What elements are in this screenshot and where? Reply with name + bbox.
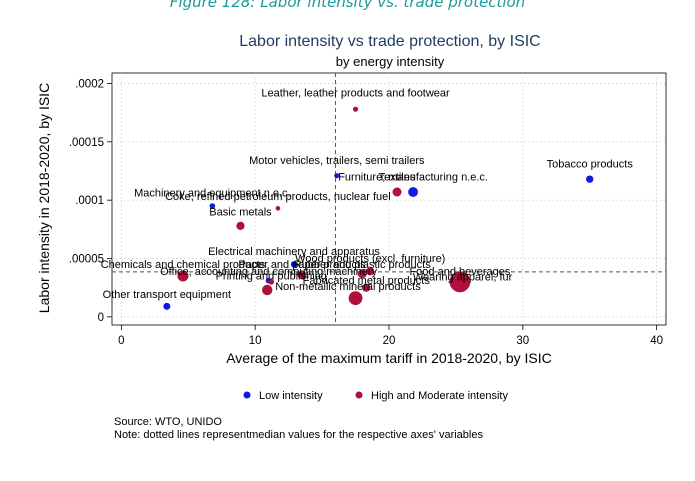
y-tick-label: 0 (98, 312, 104, 324)
legend: Low intensity High and Moderate intensit… (243, 390, 508, 402)
median-lines (112, 73, 666, 325)
point-label-1: Tobacco products (547, 159, 634, 171)
point-label-20: Other transport equipment (103, 289, 231, 301)
point-8 (290, 261, 298, 268)
y-tick-label: .00005 (69, 254, 104, 266)
point-7 (236, 221, 245, 230)
point-label-6: Coke, refined petroleum products, nuclea… (165, 191, 391, 203)
source-note: Source: WTO, UNIDO (114, 416, 222, 428)
point-label-16: Wearing apparel, fur (413, 272, 513, 284)
y-axis-label: Labor intensity in 2018-2020, by ISIC (36, 83, 52, 313)
point-18 (262, 284, 273, 296)
point-label-3: Furniture; manufacturing n.e.c. (338, 171, 488, 183)
point-10 (177, 270, 189, 282)
point-5 (209, 203, 216, 209)
y-tick-label: .00015 (69, 137, 104, 149)
point-17 (362, 283, 371, 292)
data-points (163, 106, 594, 310)
legend-marker-high (355, 391, 363, 399)
median-note: Note: dotted lines representmedian value… (114, 429, 483, 441)
point-label-9: Wood products (excl. furniture) (295, 253, 445, 265)
axes: 0 10 20 30 40 0 .00005 .0001 .00015 .0002 (69, 79, 663, 348)
point-2 (334, 173, 340, 179)
point-labels: Leather, leather products and footwear To… (101, 87, 634, 301)
legend-label-high: High and Moderate intensity (371, 390, 508, 402)
point-6 (275, 206, 281, 211)
point-20 (163, 302, 171, 310)
point-label-7: Basic metals (209, 206, 272, 218)
point-label-18: Non-metallic mineral products (275, 281, 421, 293)
point-16 (459, 280, 466, 288)
chart-subtitle: by energy intensity (336, 54, 445, 69)
point-label-12: Rubber and plastic products (294, 259, 431, 271)
x-tick-label: 30 (516, 335, 529, 347)
x-tick-label: 20 (383, 335, 396, 347)
point-9 (366, 267, 375, 276)
point-15 (268, 279, 275, 285)
figure-caption: Figure 128: Labor intensity vs. trade pr… (169, 0, 526, 11)
point-3 (408, 187, 418, 197)
x-tick-label: 10 (249, 335, 262, 347)
point-11 (297, 270, 307, 280)
point-1 (586, 175, 594, 183)
point-label-13: Food and beverages (409, 266, 510, 278)
point-label-15: Printing and publishing (216, 271, 327, 283)
x-axis-label: Average of the maximum tariff in 2018-20… (226, 350, 552, 366)
x-tick-label: 40 (650, 335, 663, 347)
point-12 (357, 269, 367, 279)
point-label-2: Motor vehicles, trailers, semi trailers (249, 155, 425, 167)
point-label-11: Paper and paper products (238, 259, 366, 271)
point-label-17: Fabricated metal products (303, 275, 431, 287)
point-label-14: Office, accounting and computing machine… (160, 266, 377, 278)
grid-lines (112, 73, 666, 325)
point-13 (449, 271, 471, 293)
y-tick-label: .0001 (75, 195, 104, 207)
legend-marker-low (243, 391, 251, 399)
point-label-8: Electrical machinery and apparatus (208, 246, 380, 258)
point-4 (392, 187, 402, 197)
point-label-10: Chemicals and chemical products (101, 259, 266, 271)
y-tick-label: .0002 (75, 79, 104, 91)
point-0 (352, 106, 359, 112)
legend-label-low: Low intensity (259, 390, 323, 402)
point-label-4: Textiles (379, 171, 416, 183)
point-19 (348, 291, 363, 306)
point-label-5: Machinery and equipment n.e.c. (134, 188, 291, 200)
point-label-0: Leather, leather products and footwear (261, 87, 450, 99)
chart-title: Labor intensity vs trade protection, by … (239, 33, 540, 50)
x-tick-label: 0 (118, 335, 124, 347)
